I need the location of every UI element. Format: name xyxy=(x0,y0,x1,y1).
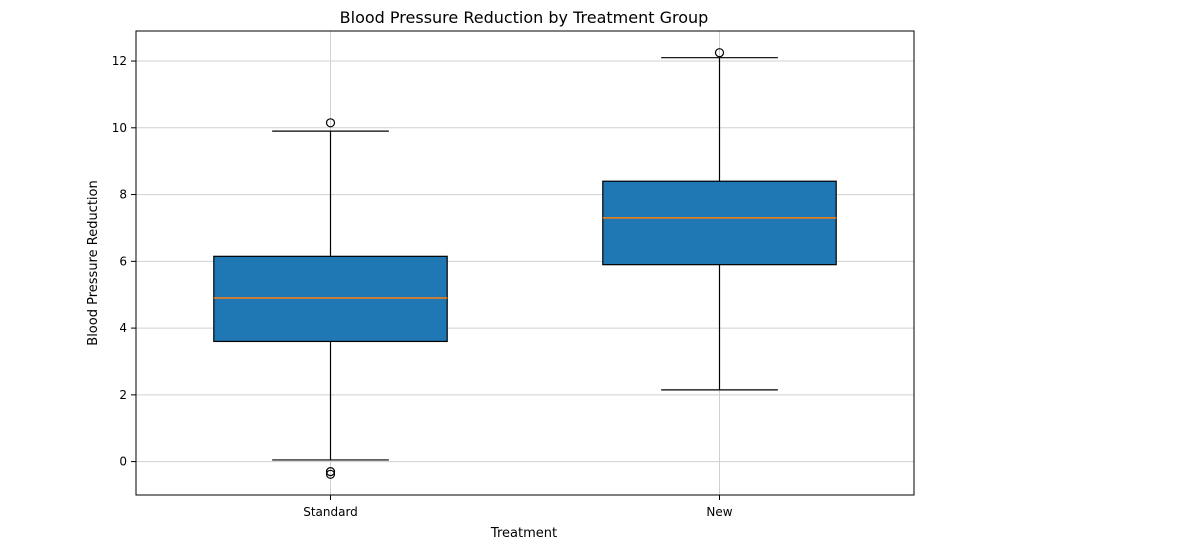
box-standard xyxy=(213,255,448,343)
x-tick-label: Standard xyxy=(303,505,358,519)
outlier-point xyxy=(325,469,336,479)
box-new xyxy=(602,180,837,266)
y-tick-label: 10 xyxy=(112,121,127,135)
y-tick-label: 6 xyxy=(119,254,127,268)
y-tick-label: 8 xyxy=(119,188,127,202)
outlier-point xyxy=(325,118,336,128)
outlier-point xyxy=(714,48,725,58)
y-tick-label: 0 xyxy=(119,455,127,469)
plot-frame xyxy=(135,30,915,496)
y-tick-label: 2 xyxy=(119,388,127,402)
outlier-point xyxy=(325,467,336,477)
tick-layer: 0 2 4 6 8 10 12 Standard New xyxy=(112,54,733,519)
y-axis-label: Blood Pressure Reduction xyxy=(86,180,101,345)
y-tick-label: 12 xyxy=(112,54,127,68)
x-axis-label: Treatment xyxy=(490,526,557,541)
y-tick-label: 4 xyxy=(119,321,127,335)
chart-title: Blood Pressure Reduction by Treatment Gr… xyxy=(340,8,709,27)
x-tick-label: New xyxy=(706,505,732,519)
box-layer xyxy=(213,48,837,479)
